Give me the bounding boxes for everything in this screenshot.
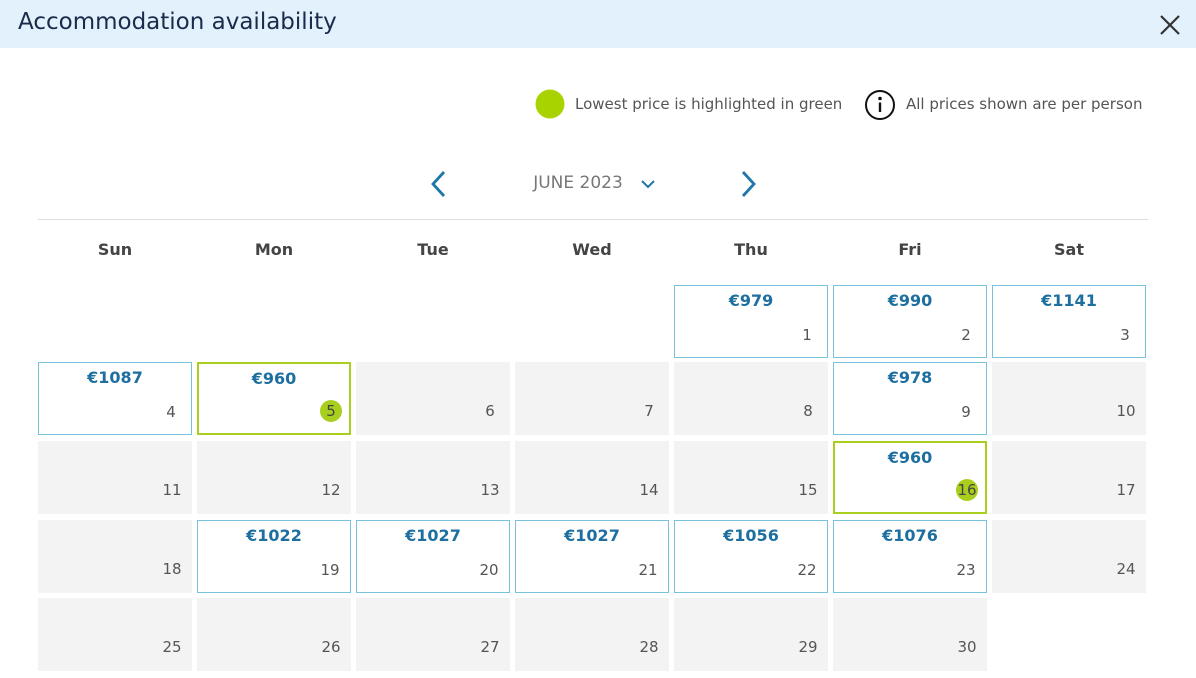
next-month[interactable] [738, 170, 760, 198]
day-number: 9 [961, 403, 971, 421]
day-cell[interactable]: €1141 3 [992, 285, 1146, 358]
day-cell: 13 [356, 441, 510, 514]
day-cell[interactable]: €1022 19 [197, 520, 351, 593]
day-number: 11 [162, 481, 182, 499]
day-number: 5 [320, 400, 342, 422]
day-price: €979 [728, 291, 774, 310]
day-cell: 26 [197, 598, 351, 671]
day-number: 17 [1116, 481, 1136, 499]
month-dropdown[interactable] [640, 178, 656, 190]
weekday-label: Sat [1054, 240, 1084, 259]
day-number: 3 [1120, 326, 1130, 344]
day-cell: 28 [515, 598, 669, 671]
day-number: 15 [798, 481, 818, 499]
day-number: 2 [961, 326, 971, 344]
day-number: 4 [166, 403, 176, 421]
day-price: €1076 [882, 526, 938, 545]
day-number: 6 [485, 402, 495, 420]
day-number: 24 [1116, 560, 1136, 578]
day-cell[interactable]: €979 1 [674, 285, 828, 358]
day-price: €960 [887, 448, 933, 467]
day-cell[interactable]: €960 5 [197, 362, 351, 435]
close-button[interactable] [1158, 13, 1182, 37]
day-price: €1027 [405, 526, 461, 545]
day-cell[interactable]: €960 16 [833, 441, 987, 514]
day-cell: 7 [515, 362, 669, 435]
legend-lowest: Lowest price is highlighted in green [575, 95, 843, 113]
day-number: 8 [803, 402, 813, 420]
day-cell: 29 [674, 598, 828, 671]
weekday-label: Wed [572, 240, 612, 259]
divider [38, 219, 1148, 220]
day-cell: 24 [992, 520, 1146, 593]
day-cell: 10 [992, 362, 1146, 435]
weekday-label: Tue [417, 240, 449, 259]
day-number: 19 [320, 561, 340, 579]
day-price: €1022 [246, 526, 302, 545]
day-number: 20 [479, 561, 499, 579]
day-cell: 11 [38, 441, 192, 514]
day-number: 10 [1116, 402, 1136, 420]
day-cell: 27 [356, 598, 510, 671]
weekday-label: Mon [254, 240, 294, 259]
green-dot-icon [535, 89, 565, 119]
day-number: 1 [802, 326, 812, 344]
day-cell: 8 [674, 362, 828, 435]
day-number: 22 [797, 561, 817, 579]
day-number: 21 [638, 561, 658, 579]
day-number: 16 [956, 479, 978, 501]
day-cell: 18 [38, 520, 192, 593]
day-cell: 15 [674, 441, 828, 514]
weekday-label: Sun [97, 240, 133, 259]
weekday-label: Fri [898, 240, 922, 259]
day-number: 26 [321, 638, 341, 656]
day-number: 7 [644, 402, 654, 420]
info-icon [865, 90, 895, 120]
month-label[interactable]: JUNE 2023 [533, 173, 623, 193]
legend-per-person: All prices shown are per person [906, 95, 1143, 113]
day-number: 25 [162, 638, 182, 656]
day-price: €960 [251, 369, 297, 388]
day-cell: 12 [197, 441, 351, 514]
day-number: 14 [639, 481, 659, 499]
weekday-label: Thu [734, 240, 768, 259]
day-number: 30 [957, 638, 977, 656]
day-number: 13 [480, 481, 500, 499]
day-cell[interactable]: €1056 22 [674, 520, 828, 593]
day-number: 12 [321, 481, 341, 499]
day-price: €1056 [723, 526, 779, 545]
day-cell[interactable]: €1076 23 [833, 520, 987, 593]
day-cell: 6 [356, 362, 510, 435]
day-cell[interactable]: €1027 21 [515, 520, 669, 593]
day-cell[interactable]: €1087 4 [38, 362, 192, 435]
dialog-header: Accommodation availability [0, 0, 1196, 48]
day-price: €990 [887, 291, 933, 310]
day-number: 18 [162, 560, 182, 578]
prev-month[interactable] [428, 170, 450, 198]
dialog-title: Accommodation availability [18, 9, 337, 35]
day-cell: 14 [515, 441, 669, 514]
day-price: €1141 [1041, 291, 1097, 310]
day-price: €1027 [564, 526, 620, 545]
day-cell[interactable]: €990 2 [833, 285, 987, 358]
day-cell: 17 [992, 441, 1146, 514]
day-number: 29 [798, 638, 818, 656]
day-cell[interactable]: €978 9 [833, 362, 987, 435]
day-number: 28 [639, 638, 659, 656]
day-cell: 25 [38, 598, 192, 671]
day-cell: 30 [833, 598, 987, 671]
day-number: 23 [956, 561, 976, 579]
day-number: 27 [480, 638, 500, 656]
day-price: €1087 [87, 368, 143, 387]
day-cell[interactable]: €1027 20 [356, 520, 510, 593]
day-price: €978 [887, 368, 933, 387]
